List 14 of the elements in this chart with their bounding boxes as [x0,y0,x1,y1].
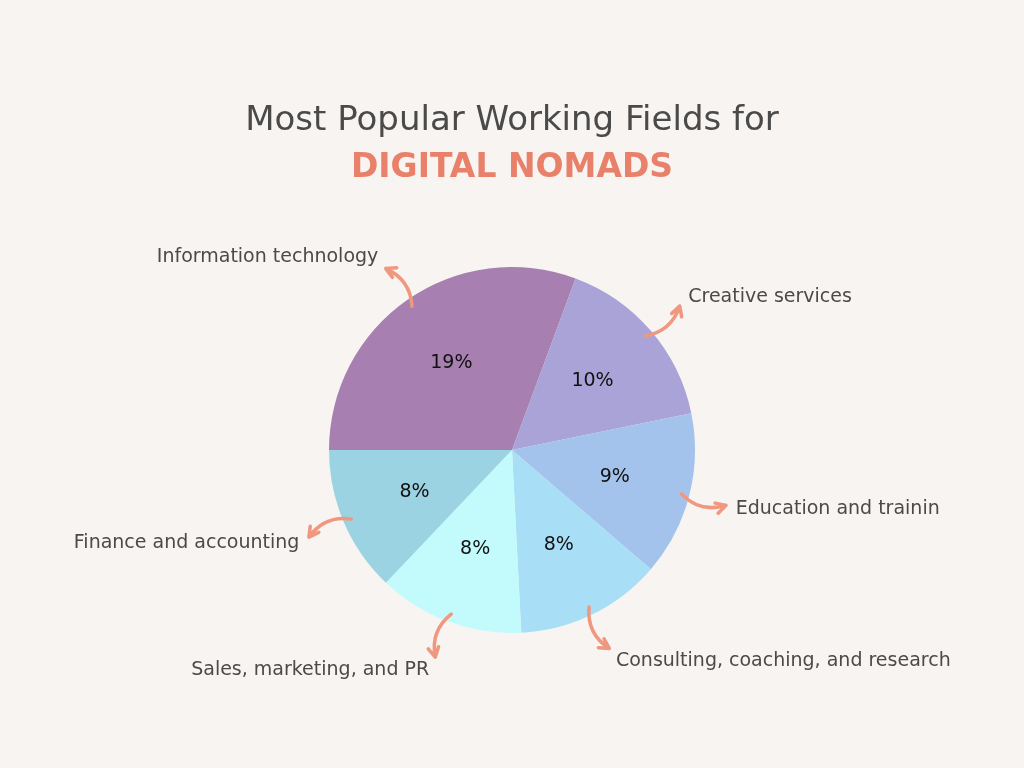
data-label: 8% [543,532,574,555]
data-label: 8% [399,478,430,501]
slice-label: Finance and accounting [73,529,300,552]
slice-label: Sales, marketing, and PR [191,657,430,680]
slice-label: Education and trainin [735,495,940,518]
slice-label: Information technology [156,244,379,267]
data-label: 10% [571,367,614,390]
slice-label: Creative services [688,283,852,306]
chart-subtitle: DIGITAL NOMADS [349,146,675,185]
slice-label: Consulting, coaching, and research [615,647,951,670]
data-label: 19% [430,349,473,372]
data-label: 8% [460,536,491,559]
chart-title: Most Popular Working Fields for [244,98,780,138]
data-label: 9% [599,463,630,486]
